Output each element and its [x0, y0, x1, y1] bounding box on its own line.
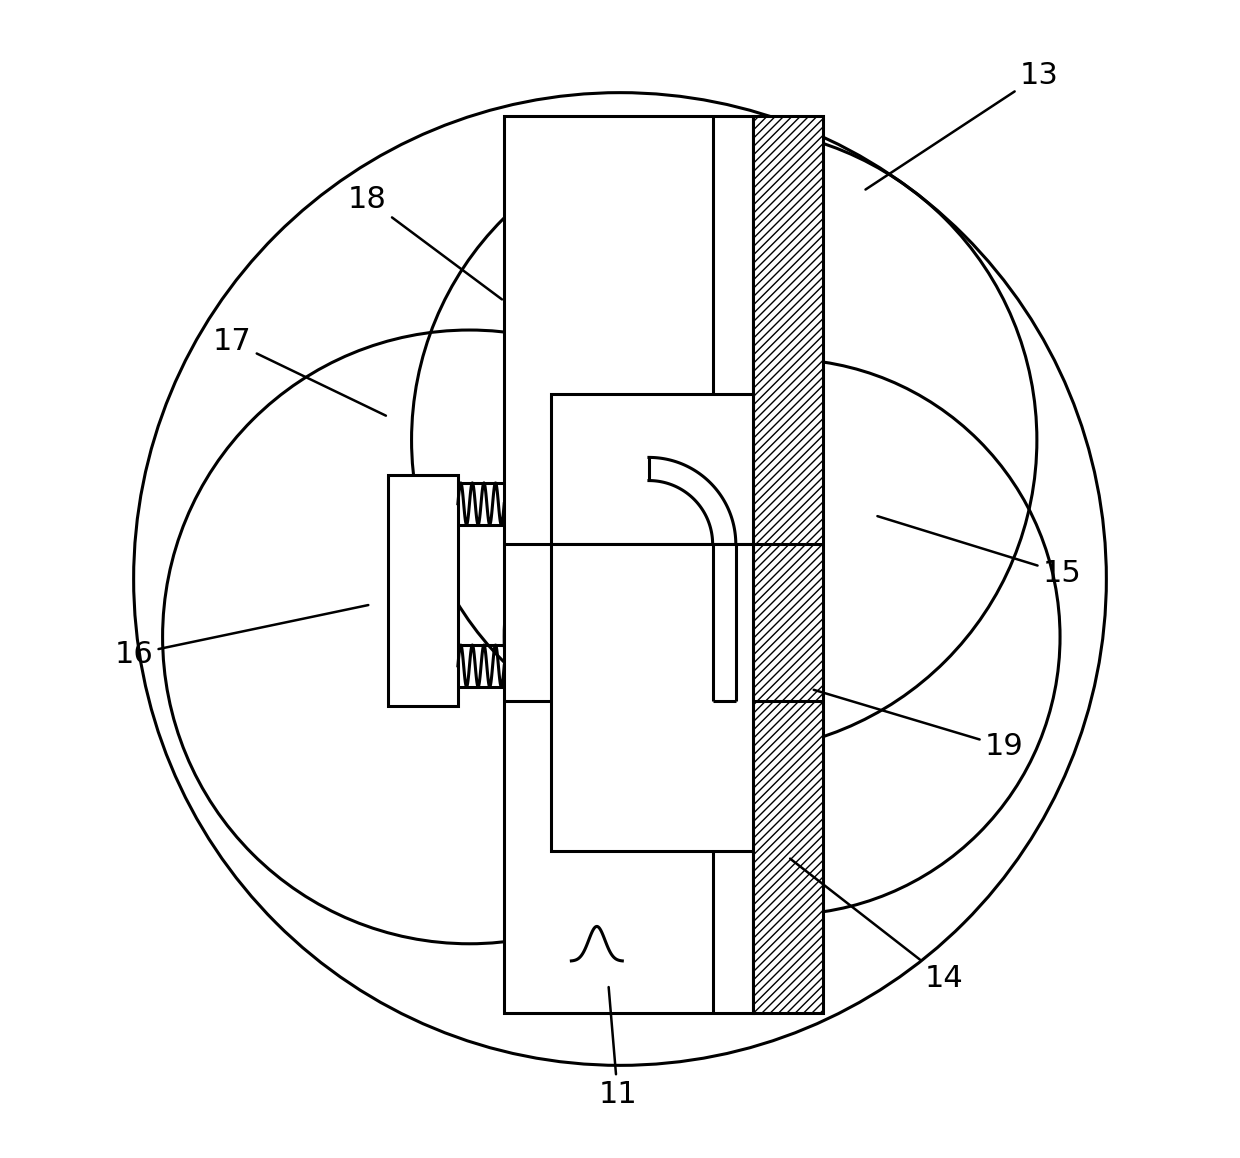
Text: 11: 11 — [599, 987, 637, 1109]
Text: 14: 14 — [790, 858, 963, 994]
Bar — [551, 544, 753, 851]
Text: 17: 17 — [213, 327, 386, 416]
Text: 19: 19 — [813, 690, 1024, 762]
Text: 18: 18 — [348, 184, 502, 300]
Bar — [505, 116, 753, 1013]
Bar — [388, 475, 458, 706]
Bar — [753, 116, 822, 1013]
Text: 15: 15 — [878, 516, 1081, 588]
Text: 13: 13 — [866, 60, 1059, 190]
Text: 16: 16 — [114, 604, 368, 669]
Bar — [551, 394, 753, 544]
